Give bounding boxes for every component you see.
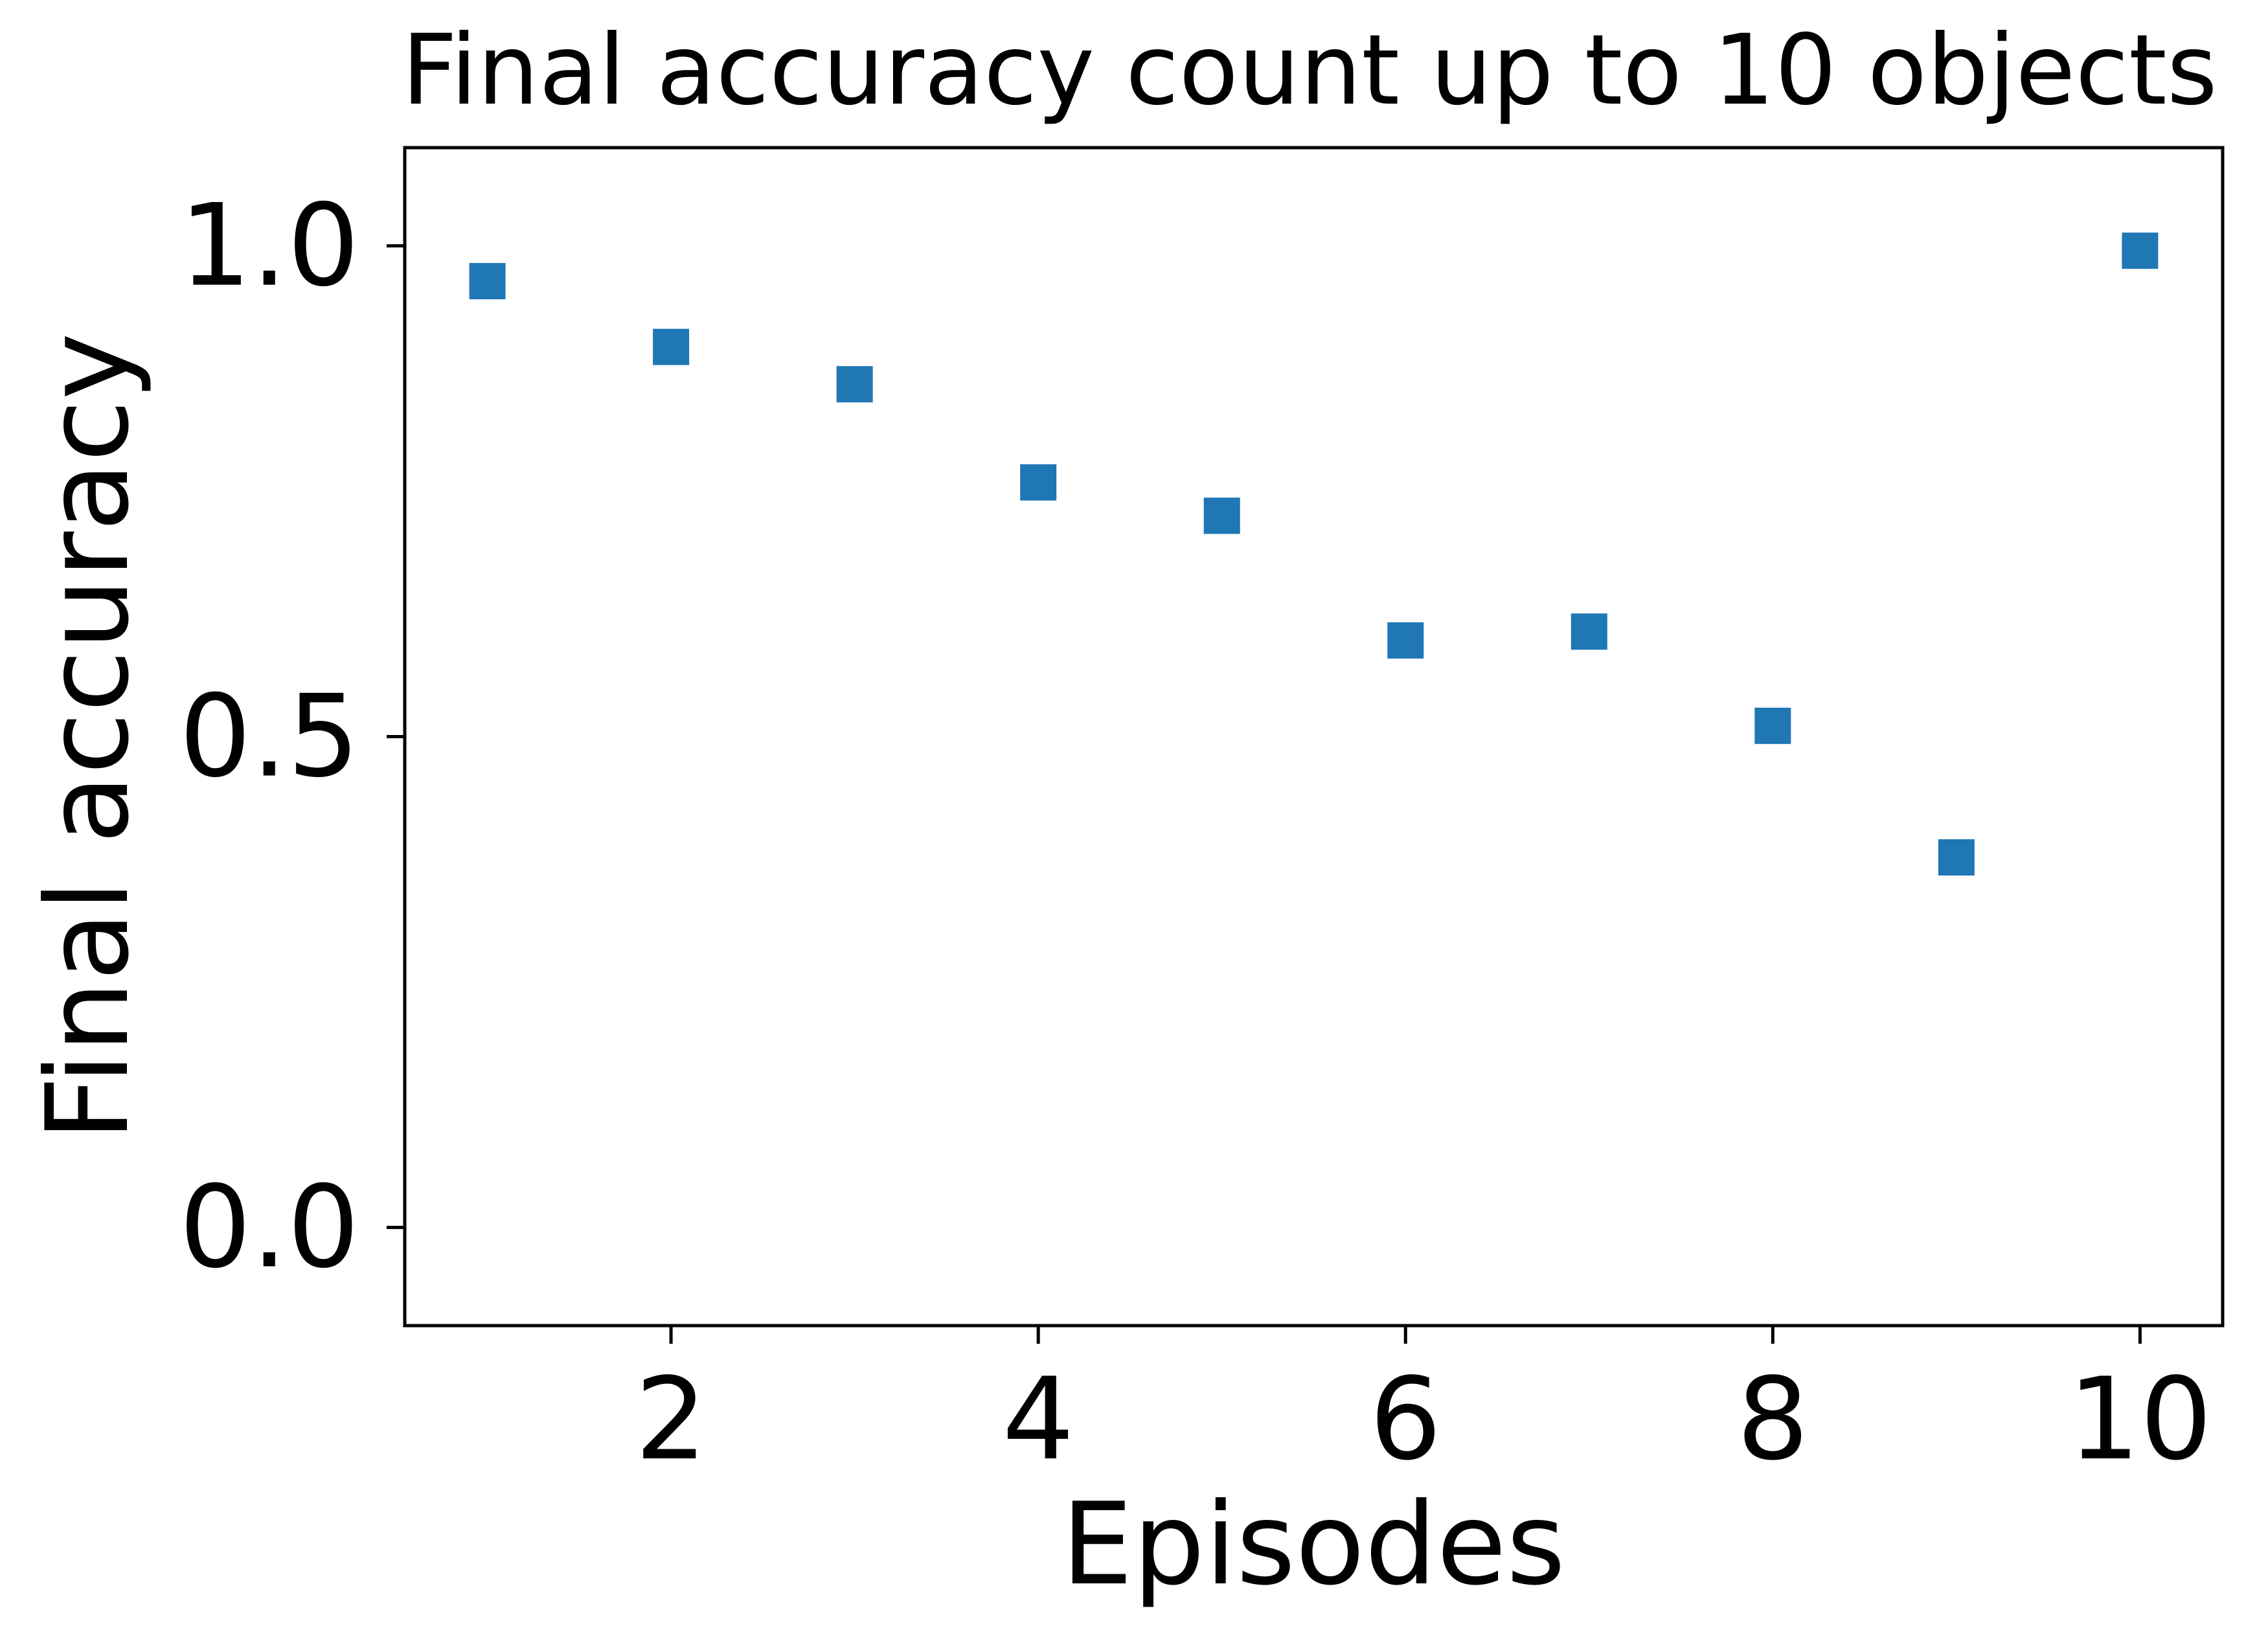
data-point [1938,839,1975,876]
x-tick-label: 4 [1003,1354,1074,1486]
y-tick-label: 0.5 [179,672,359,803]
x-tick-label: 8 [1737,1354,1809,1486]
x-tick-label: 6 [1370,1354,1442,1486]
data-point [1571,613,1607,650]
data-point [2122,232,2159,269]
data-point [1020,464,1057,501]
data-point [836,366,873,403]
data-points [469,232,2159,876]
chart-title: Final accuracy count up to 10 objects [402,14,2217,127]
data-point [653,328,690,365]
x-tick-label: 10 [2068,1354,2212,1486]
y-axis: 0.0 0.5 1.0 [179,181,405,1293]
y-tick-label: 1.0 [179,181,359,312]
data-point [469,263,506,300]
data-point [1387,622,1424,659]
x-tick-label: 2 [635,1354,707,1486]
y-tick-label: 0.0 [179,1162,359,1293]
plot-frame [403,146,2225,1328]
data-point [1203,497,1240,534]
x-axis-label: Episodes [1061,1479,1565,1611]
data-point [1754,707,1791,744]
y-axis-label: Final accuracy [23,333,154,1142]
x-axis: 2 4 6 8 10 [635,1326,2212,1486]
